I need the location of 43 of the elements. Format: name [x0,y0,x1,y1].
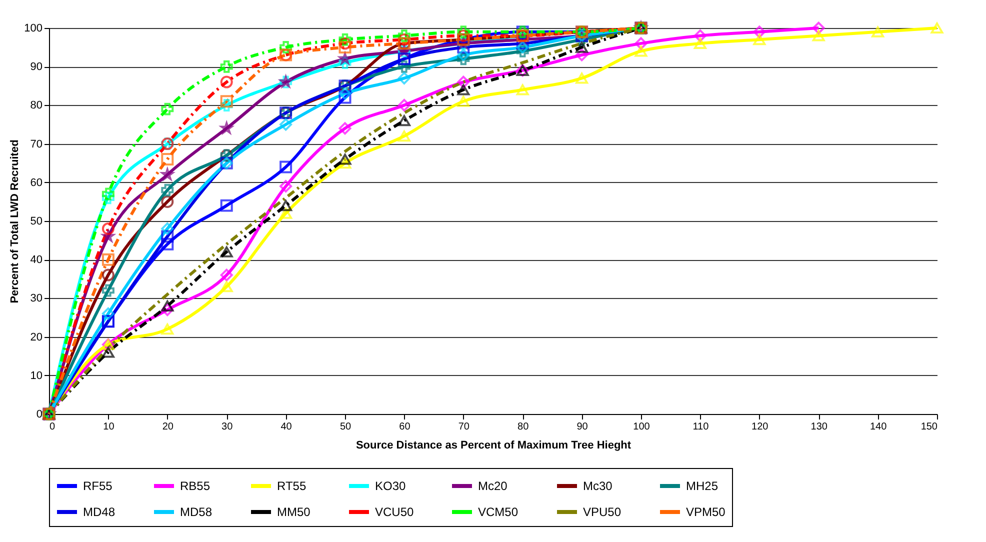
legend-label: VCU50 [375,505,414,519]
x-tick-label: 0 [50,422,56,432]
x-tick-label: 150 [920,422,938,432]
y-tick-label: 80 [30,100,42,112]
x-tick-label: 50 [340,422,352,432]
x-tick-label: 130 [810,422,828,432]
legend-label: RF55 [83,479,113,493]
legend-label: Mc20 [478,479,508,493]
legend-label: RT55 [277,479,306,493]
y-tick-label: 10 [30,370,42,382]
x-axis-title: Source Distance as Percent of Maximum Tree Hieght [356,440,632,452]
legend-label: VPU50 [583,505,622,519]
y-tick-label: 30 [30,292,42,305]
legend-label: KO30 [375,479,406,493]
y-tick-label: 20 [30,331,42,344]
legend-label: MD58 [180,505,212,519]
legend-label: Mc30 [583,479,613,493]
x-tick-label: 110 [692,422,710,432]
y-tick-label: 90 [30,61,42,74]
x-tick-label: 80 [518,422,530,432]
x-tick-label: 60 [399,422,411,432]
legend-label: MD48 [83,505,116,519]
legend-label: MH25 [686,479,718,493]
x-tick-label: 70 [458,422,470,432]
x-tick-label: 100 [633,422,650,432]
y-axis-title: Percent of Total LWD Recruited [9,140,22,304]
x-tick-label: 90 [576,422,588,432]
legend-label: VCM50 [478,505,518,519]
legend-label: RB55 [180,479,210,493]
x-tick-label: 40 [280,422,292,432]
x-tick-label: 30 [222,422,234,432]
legend-label: MM50 [277,505,311,519]
x-tick-label: 10 [103,422,115,432]
y-tick-label: 50 [30,216,42,228]
y-tick-label: 100 [24,22,42,34]
y-tick-label: 70 [30,138,42,150]
x-tick-label: 20 [162,422,174,432]
x-tick-label: 120 [752,422,769,432]
y-tick-label: 40 [30,254,42,266]
legend-label: VPM50 [686,505,726,519]
x-tick-label: 140 [870,422,888,432]
y-tick-label: 0 [36,408,42,420]
y-tick-label: 60 [30,176,42,189]
